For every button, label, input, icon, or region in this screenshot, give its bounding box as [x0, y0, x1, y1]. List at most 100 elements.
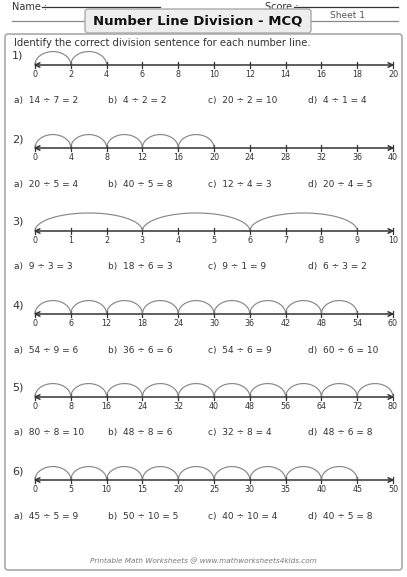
- Text: 24: 24: [245, 153, 255, 162]
- Text: 18: 18: [138, 319, 147, 328]
- Text: 16: 16: [102, 402, 112, 411]
- Text: a)  9 ÷ 3 = 3: a) 9 ÷ 3 = 3: [14, 263, 72, 272]
- Text: Sheet 1: Sheet 1: [330, 10, 365, 20]
- Text: 5): 5): [12, 383, 23, 393]
- Text: 4: 4: [176, 236, 181, 245]
- Text: 0: 0: [33, 70, 37, 79]
- Text: b)  48 ÷ 8 = 6: b) 48 ÷ 8 = 6: [108, 429, 173, 437]
- Text: d)  6 ÷ 3 = 2: d) 6 ÷ 3 = 2: [308, 263, 367, 272]
- Text: 56: 56: [280, 402, 291, 411]
- Text: 7: 7: [283, 236, 288, 245]
- Text: 6: 6: [68, 319, 73, 328]
- Text: 36: 36: [352, 153, 362, 162]
- Text: 40: 40: [388, 153, 398, 162]
- Text: 45: 45: [352, 485, 362, 494]
- Text: 10: 10: [388, 236, 398, 245]
- Text: c)  12 ÷ 4 = 3: c) 12 ÷ 4 = 3: [208, 179, 271, 189]
- Text: 10: 10: [102, 485, 112, 494]
- Text: b)  40 ÷ 5 = 8: b) 40 ÷ 5 = 8: [108, 179, 173, 189]
- Text: b)  36 ÷ 6 = 6: b) 36 ÷ 6 = 6: [108, 346, 173, 354]
- Text: 8: 8: [176, 70, 181, 79]
- Text: 2: 2: [104, 236, 109, 245]
- Text: 40: 40: [209, 402, 219, 411]
- Text: 80: 80: [388, 402, 398, 411]
- Text: d)  40 ÷ 5 = 8: d) 40 ÷ 5 = 8: [308, 511, 372, 520]
- Text: 0: 0: [33, 402, 37, 411]
- Text: 4: 4: [104, 70, 109, 79]
- Text: 6): 6): [12, 466, 23, 476]
- Text: a)  20 ÷ 5 = 4: a) 20 ÷ 5 = 4: [14, 179, 78, 189]
- Text: 2: 2: [68, 70, 73, 79]
- Text: 24: 24: [137, 402, 147, 411]
- Text: Score :: Score :: [265, 2, 298, 12]
- Text: 50: 50: [388, 485, 398, 494]
- Text: 40: 40: [316, 485, 326, 494]
- Text: 14: 14: [280, 70, 291, 79]
- Text: d)  4 ÷ 1 = 4: d) 4 ÷ 1 = 4: [308, 96, 367, 106]
- Text: 18: 18: [352, 70, 362, 79]
- Text: a)  14 ÷ 7 = 2: a) 14 ÷ 7 = 2: [14, 96, 78, 106]
- Text: 28: 28: [280, 153, 291, 162]
- Text: 16: 16: [173, 153, 183, 162]
- Text: 3: 3: [140, 236, 145, 245]
- Text: 4: 4: [68, 153, 73, 162]
- Text: 6: 6: [140, 70, 145, 79]
- Text: 48: 48: [316, 319, 326, 328]
- Text: 5: 5: [212, 236, 217, 245]
- Text: 4): 4): [12, 300, 24, 310]
- Text: Number Line Division - MCQ: Number Line Division - MCQ: [93, 14, 303, 28]
- Text: 48: 48: [245, 402, 255, 411]
- Text: 5: 5: [68, 485, 73, 494]
- Text: 20: 20: [173, 485, 183, 494]
- Text: 1: 1: [68, 236, 73, 245]
- Text: a)  45 ÷ 5 = 9: a) 45 ÷ 5 = 9: [14, 511, 78, 520]
- Text: b)  4 ÷ 2 = 2: b) 4 ÷ 2 = 2: [108, 96, 166, 106]
- FancyBboxPatch shape: [5, 34, 402, 570]
- Text: 8: 8: [68, 402, 73, 411]
- Text: d)  48 ÷ 6 = 8: d) 48 ÷ 6 = 8: [308, 429, 372, 437]
- Text: c)  9 ÷ 1 = 9: c) 9 ÷ 1 = 9: [208, 263, 266, 272]
- Text: d)  60 ÷ 6 = 10: d) 60 ÷ 6 = 10: [308, 346, 379, 354]
- Text: 36: 36: [245, 319, 255, 328]
- Text: 3): 3): [12, 217, 23, 227]
- Text: c)  54 ÷ 6 = 9: c) 54 ÷ 6 = 9: [208, 346, 272, 354]
- Text: 20: 20: [209, 153, 219, 162]
- Text: 32: 32: [173, 402, 183, 411]
- Text: 0: 0: [33, 236, 37, 245]
- Text: 0: 0: [33, 153, 37, 162]
- Text: 6: 6: [247, 236, 252, 245]
- Text: 64: 64: [316, 402, 326, 411]
- Text: 8: 8: [319, 236, 324, 245]
- Text: 72: 72: [352, 402, 362, 411]
- Text: b)  50 ÷ 10 = 5: b) 50 ÷ 10 = 5: [108, 511, 178, 520]
- Text: 25: 25: [209, 485, 219, 494]
- Text: Name :: Name :: [12, 2, 47, 12]
- Text: 8: 8: [104, 153, 109, 162]
- Text: 12: 12: [137, 153, 147, 162]
- Text: Printable Math Worksheets @ www.mathworksheets4kids.com: Printable Math Worksheets @ www.mathwork…: [90, 557, 316, 564]
- Text: c)  40 ÷ 10 = 4: c) 40 ÷ 10 = 4: [208, 511, 278, 520]
- Text: 30: 30: [209, 319, 219, 328]
- Text: 24: 24: [173, 319, 183, 328]
- Text: 10: 10: [209, 70, 219, 79]
- Text: c)  32 ÷ 8 = 4: c) 32 ÷ 8 = 4: [208, 429, 271, 437]
- Text: 42: 42: [280, 319, 291, 328]
- Text: 20: 20: [388, 70, 398, 79]
- Text: a)  80 ÷ 8 = 10: a) 80 ÷ 8 = 10: [14, 429, 84, 437]
- Text: 2): 2): [12, 134, 24, 144]
- Text: 30: 30: [245, 485, 255, 494]
- Text: 54: 54: [352, 319, 362, 328]
- Text: 60: 60: [388, 319, 398, 328]
- Text: 35: 35: [280, 485, 291, 494]
- Text: a)  54 ÷ 9 = 6: a) 54 ÷ 9 = 6: [14, 346, 78, 354]
- Text: 0: 0: [33, 485, 37, 494]
- Text: 0: 0: [33, 319, 37, 328]
- FancyBboxPatch shape: [85, 9, 311, 33]
- Text: 15: 15: [137, 485, 147, 494]
- Text: c)  20 ÷ 2 = 10: c) 20 ÷ 2 = 10: [208, 96, 278, 106]
- Text: Identify the correct division sentence for each number line.: Identify the correct division sentence f…: [14, 38, 311, 48]
- Text: 32: 32: [316, 153, 326, 162]
- Text: 1): 1): [12, 51, 23, 61]
- Text: b)  18 ÷ 6 = 3: b) 18 ÷ 6 = 3: [108, 263, 173, 272]
- Text: 12: 12: [245, 70, 255, 79]
